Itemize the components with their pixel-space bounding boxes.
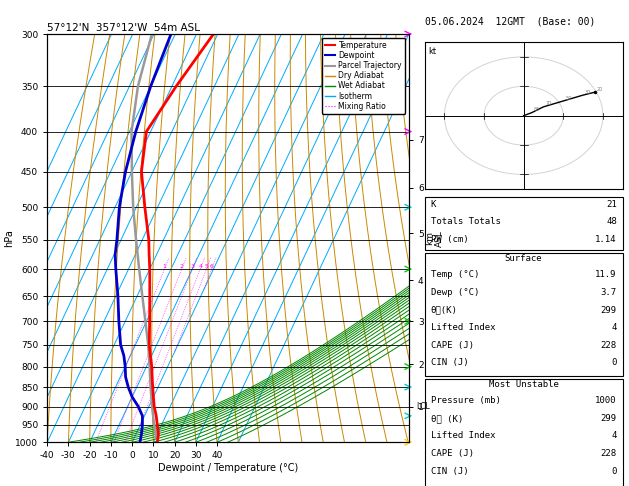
Text: 1000: 1000 bbox=[595, 396, 617, 405]
Text: 6: 6 bbox=[209, 264, 214, 269]
Text: 11.9: 11.9 bbox=[595, 270, 617, 279]
Text: 21: 21 bbox=[606, 200, 617, 209]
Text: 2: 2 bbox=[180, 264, 184, 269]
Text: 299: 299 bbox=[601, 306, 617, 314]
Bar bbox=[425, 253, 623, 376]
Y-axis label: km
ASL: km ASL bbox=[425, 230, 445, 246]
Text: 3.7: 3.7 bbox=[601, 288, 617, 297]
Text: CAPE (J): CAPE (J) bbox=[430, 341, 474, 350]
Y-axis label: hPa: hPa bbox=[4, 229, 14, 247]
Text: kt: kt bbox=[428, 47, 437, 55]
Text: 0: 0 bbox=[611, 359, 617, 367]
X-axis label: Dewpoint / Temperature (°C): Dewpoint / Temperature (°C) bbox=[158, 463, 298, 473]
Text: LCL: LCL bbox=[416, 402, 430, 411]
Text: 85: 85 bbox=[533, 107, 540, 112]
Text: 1.14: 1.14 bbox=[595, 235, 617, 244]
Text: 1: 1 bbox=[162, 264, 167, 269]
Text: 30: 30 bbox=[585, 89, 591, 95]
Text: 70: 70 bbox=[545, 102, 552, 106]
Text: Lifted Index: Lifted Index bbox=[430, 432, 495, 440]
Text: 228: 228 bbox=[601, 449, 617, 458]
Text: 5: 5 bbox=[204, 264, 208, 269]
Legend: Temperature, Dewpoint, Parcel Trajectory, Dry Adiabat, Wet Adiabat, Isotherm, Mi: Temperature, Dewpoint, Parcel Trajectory… bbox=[321, 38, 405, 114]
Text: K: K bbox=[430, 200, 436, 209]
Text: CAPE (J): CAPE (J) bbox=[430, 449, 474, 458]
Text: 4: 4 bbox=[611, 432, 617, 440]
Text: Dewp (°C): Dewp (°C) bbox=[430, 288, 479, 297]
Text: θᴇ(K): θᴇ(K) bbox=[430, 306, 457, 314]
Text: θᴇ (K): θᴇ (K) bbox=[430, 414, 463, 423]
Bar bbox=[425, 197, 623, 250]
Text: 4: 4 bbox=[198, 264, 202, 269]
Text: CIN (J): CIN (J) bbox=[430, 467, 468, 476]
Text: 299: 299 bbox=[601, 414, 617, 423]
Text: 05.06.2024  12GMT  (Base: 00): 05.06.2024 12GMT (Base: 00) bbox=[425, 17, 595, 27]
Text: CIN (J): CIN (J) bbox=[430, 359, 468, 367]
Text: 20: 20 bbox=[597, 87, 603, 92]
Text: PW (cm): PW (cm) bbox=[430, 235, 468, 244]
Bar bbox=[425, 379, 623, 486]
Text: 4: 4 bbox=[611, 323, 617, 332]
Text: 57°12'N  357°12'W  54m ASL: 57°12'N 357°12'W 54m ASL bbox=[47, 23, 200, 33]
Text: Most Unstable: Most Unstable bbox=[489, 380, 559, 389]
Text: Pressure (mb): Pressure (mb) bbox=[430, 396, 501, 405]
Text: 48: 48 bbox=[606, 217, 617, 226]
Text: 50: 50 bbox=[565, 96, 572, 101]
Text: Totals Totals: Totals Totals bbox=[430, 217, 501, 226]
Text: Lifted Index: Lifted Index bbox=[430, 323, 495, 332]
Text: 228: 228 bbox=[601, 341, 617, 350]
Text: 3: 3 bbox=[191, 264, 194, 269]
Text: 0: 0 bbox=[611, 467, 617, 476]
Text: Surface: Surface bbox=[505, 254, 542, 263]
Text: Temp (°C): Temp (°C) bbox=[430, 270, 479, 279]
